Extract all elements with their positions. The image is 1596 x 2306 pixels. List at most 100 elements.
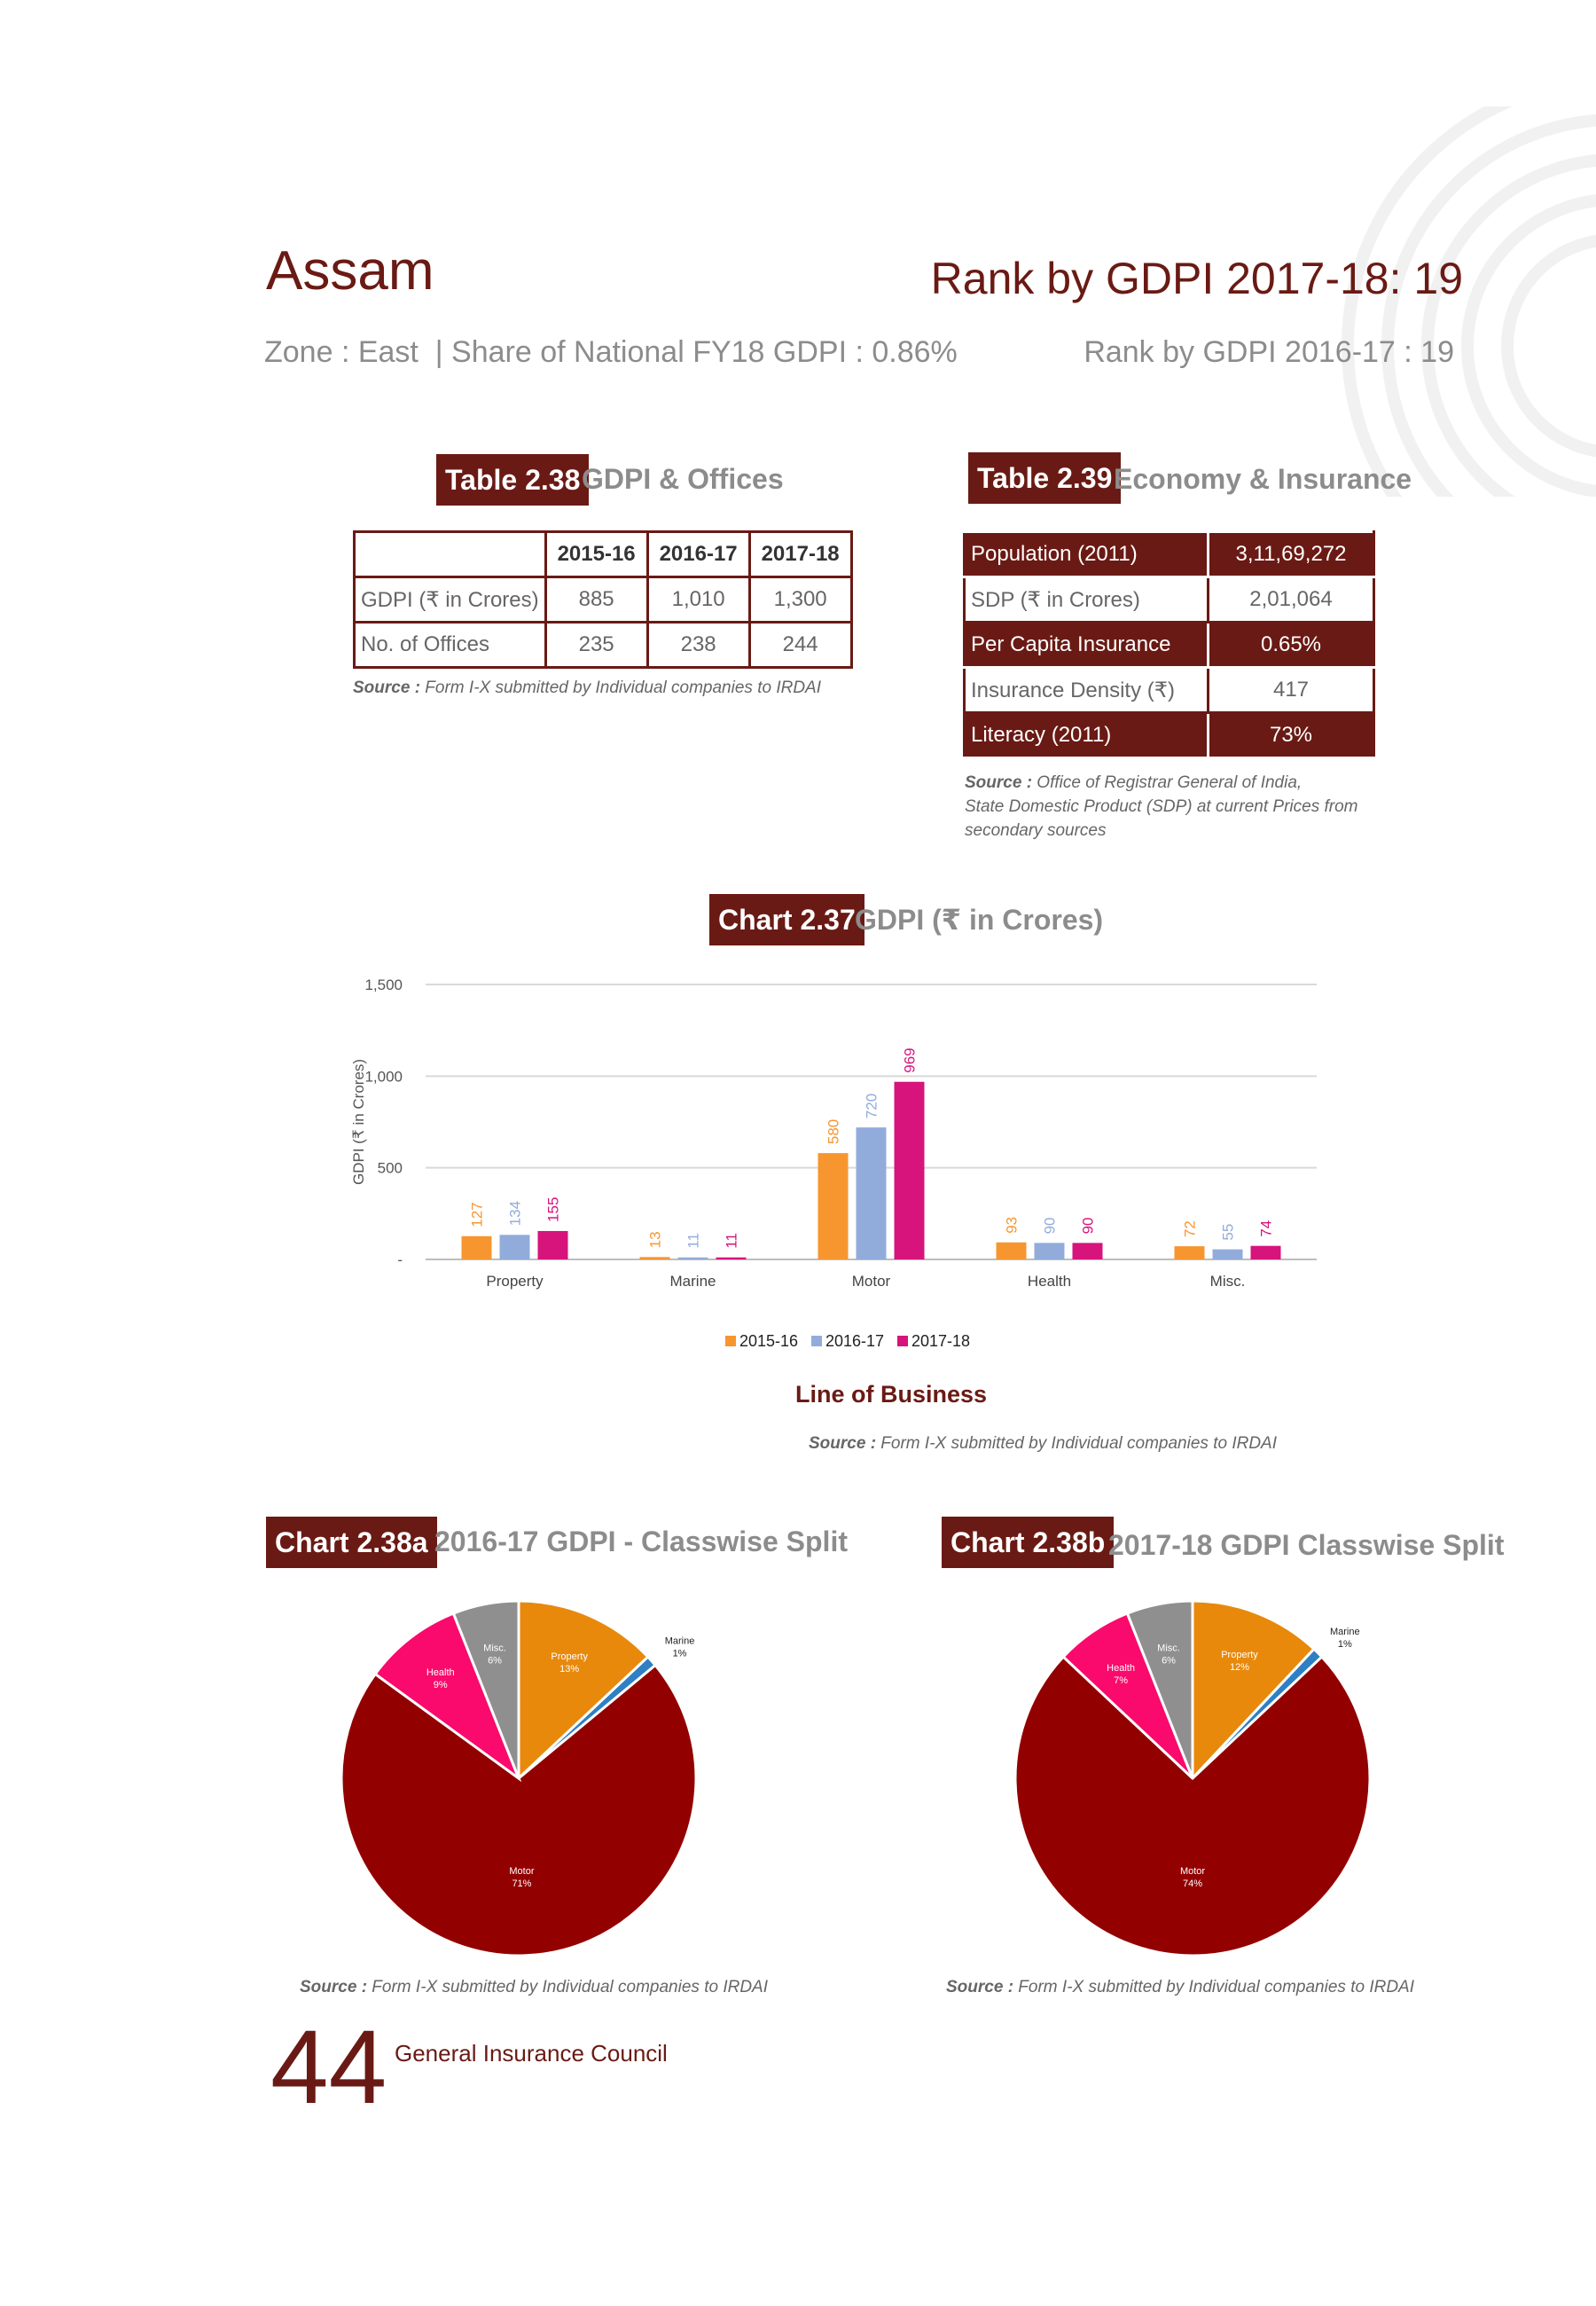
bar (1034, 1243, 1065, 1259)
table-2-39-title: Economy & Insurance (1114, 463, 1412, 495)
table-2-38-source: Source : Form I-X submitted by Individua… (353, 678, 821, 697)
y-tick-label: 500 (378, 1160, 403, 1177)
table-row: Insurance Density (₹) 417 (963, 666, 1375, 714)
table-header-cell: 2016-17 (645, 530, 751, 578)
table-2-39-source: Source : Office of Registrar General of … (965, 773, 1358, 840)
bar (461, 1235, 492, 1259)
table-header-cell: 2015-16 (544, 530, 649, 578)
data-label: 580 (825, 1119, 842, 1144)
pie-slice (451, 1599, 520, 1779)
chart-2-38a-tag: Chart 2.38a (266, 1517, 437, 1568)
rank-current: Rank by GDPI 2017-18: 19 (930, 254, 1463, 303)
y-tick-label: 1,000 (364, 1068, 403, 1085)
slice-value-label: 1% (673, 1649, 687, 1659)
decorative-arcs (1342, 106, 1596, 497)
slice-value-label: 7% (1114, 1675, 1128, 1686)
x-tick-label: Health (1028, 1273, 1071, 1290)
legend-swatch (897, 1336, 908, 1346)
slice-name-label: Misc. (1157, 1643, 1180, 1654)
data-label: 134 (507, 1201, 524, 1226)
data-label: 74 (1258, 1220, 1275, 1237)
slice-name-label: Motor (509, 1866, 534, 1877)
bar (639, 1257, 670, 1259)
bar (677, 1257, 708, 1259)
gdpi-bar-chart: - 500 1,000 1,500 GDPI (₹ in Crores) 127 134 15… (350, 977, 1317, 1350)
chart-2-37-title: GDPI (₹ in Crores) (855, 904, 1104, 936)
table-cell: 2,01,064 (1207, 576, 1375, 624)
rank-previous: Rank by GDPI 2016-17 : 19 (1084, 335, 1454, 369)
slice-value-label: 13% (559, 1664, 579, 1675)
zone-share: Zone : East | Share of National FY18 GDP… (264, 335, 958, 369)
row-label: SDP (₹ in Crores) (963, 576, 1209, 624)
table-cell: 1,010 (645, 576, 751, 624)
bar (499, 1235, 530, 1259)
pie-chart-2016-17: Property 13% Marine 1% Motor 71% Health 9% Misc.… (340, 1599, 698, 1957)
table-2-38-title: GDPI & Offices (582, 463, 784, 495)
row-label: Population (2011) (963, 530, 1209, 578)
table-cell: 885 (544, 576, 649, 624)
data-label: 13 (647, 1231, 664, 1248)
slice-name-label: Property (551, 1651, 588, 1662)
slice-value-label: 71% (512, 1879, 531, 1889)
bar (537, 1230, 568, 1259)
x-tick-label: Marine (670, 1273, 716, 1290)
data-label: 90 (1080, 1217, 1097, 1234)
data-label: 127 (469, 1202, 486, 1227)
pie-slice (1125, 1599, 1194, 1779)
slice-value-label: 6% (1162, 1656, 1176, 1667)
economy-insurance-table: Population (2011) 3,11,69,272 SDP (₹ in … (963, 530, 1375, 759)
y-tick-label: - (397, 1251, 403, 1268)
x-tick-label: Property (486, 1273, 544, 1290)
legend-swatch (811, 1336, 822, 1346)
slice-value-label: 6% (488, 1656, 502, 1667)
table-2-38-tag: Table 2.38 (436, 454, 590, 506)
chart-2-38b-source: Source : Form I-X submitted by Individua… (946, 1978, 1414, 1996)
pie-slice (340, 1663, 698, 1957)
pie-slice (1013, 1654, 1372, 1957)
pie-slice (1191, 1599, 1317, 1782)
legend-label: 2015-16 (739, 1332, 798, 1350)
slice-name-label: Marine (665, 1636, 695, 1647)
data-label: 93 (1004, 1217, 1021, 1234)
chart-2-38b-tag: Chart 2.38b (942, 1517, 1115, 1568)
table-cell: 244 (747, 621, 853, 669)
bar (1174, 1246, 1205, 1259)
slice-value-label: 1% (1338, 1639, 1352, 1650)
pie-slice (517, 1599, 650, 1782)
data-label: 11 (685, 1233, 702, 1249)
data-label: 969 (902, 1047, 919, 1072)
data-label: 55 (1220, 1224, 1237, 1241)
data-label: 72 (1182, 1220, 1199, 1237)
bar (716, 1257, 747, 1259)
slice-name-label: Property (1221, 1650, 1258, 1660)
x-tick-label: Motor (852, 1273, 891, 1290)
data-label: 11 (724, 1233, 740, 1249)
bar (1072, 1243, 1103, 1259)
table-header-cell: 2017-18 (747, 530, 853, 578)
bar (894, 1081, 925, 1259)
row-label: Literacy (2011) (963, 711, 1209, 759)
slice-name-label: Misc. (483, 1643, 506, 1654)
slice-value-label: 74% (1183, 1879, 1202, 1889)
table-row: Population (2011) 3,11,69,272 (963, 530, 1375, 578)
chart-2-37-source: Source : Form I-X submitted by Individua… (809, 1434, 1277, 1453)
legend-label: 2016-17 (825, 1332, 884, 1350)
x-tick-label: Misc. (1210, 1273, 1246, 1290)
y-tick-label: 1,500 (364, 977, 403, 993)
data-label: 90 (1042, 1217, 1059, 1234)
table-cell: 1,300 (747, 576, 853, 624)
data-label: 155 (545, 1197, 562, 1222)
table-2-39-tag: Table 2.39 (968, 452, 1122, 504)
table-cell: 3,11,69,272 (1207, 530, 1375, 578)
slice-name-label: Motor (1180, 1866, 1205, 1877)
table-row: GDPI (₹ in Crores) 885 1,010 1,300 (353, 576, 853, 624)
row-label: No. of Offices (353, 621, 547, 669)
row-label: Per Capita Insurance (963, 621, 1209, 669)
gdpi-offices-table: 2015-16 2016-17 2017-18 GDPI (₹ in Crore… (353, 530, 853, 669)
table-header-row: 2015-16 2016-17 2017-18 (353, 530, 853, 578)
x-axis-title: Line of Business (794, 1381, 988, 1408)
chart-2-38b-title: 2017-18 GDPI Classwise Split (1108, 1529, 1505, 1561)
slice-name-label: Marine (1330, 1627, 1360, 1637)
bar (856, 1127, 887, 1259)
